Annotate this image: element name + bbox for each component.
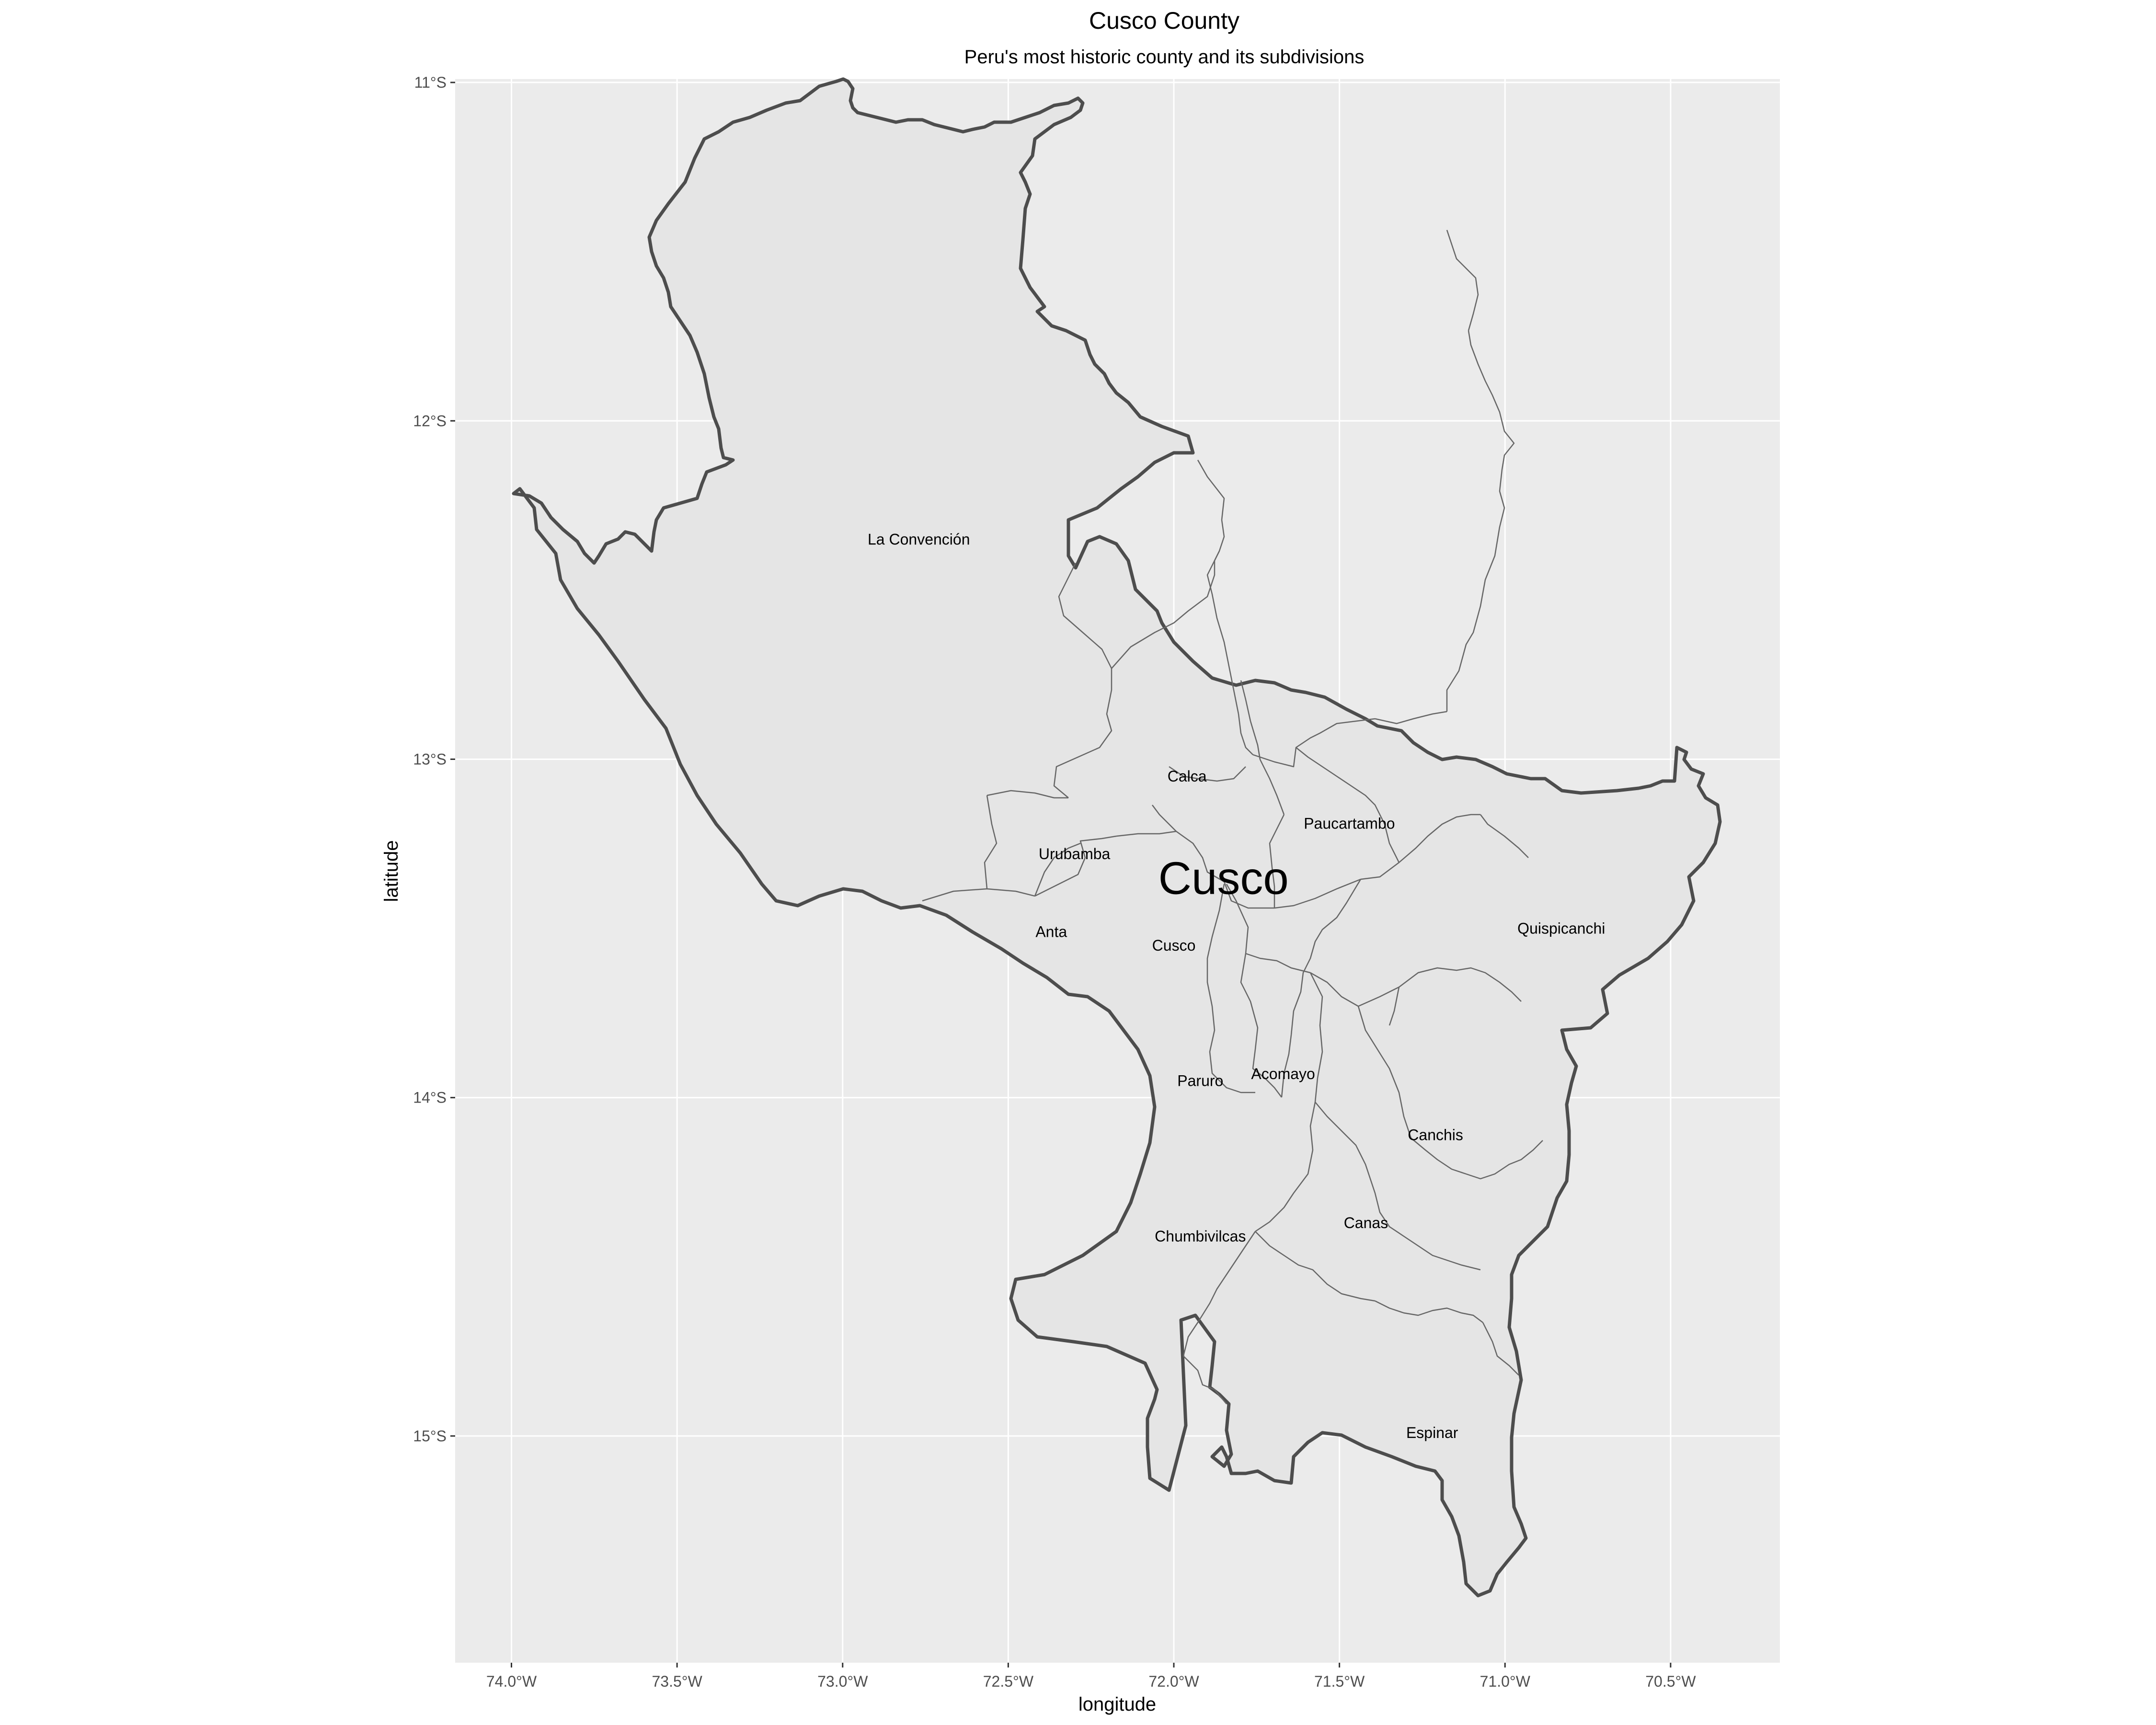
province-border-line [1357, 1006, 1412, 1138]
province-border-line [1255, 972, 1323, 1232]
province-border-line [1252, 718, 1376, 768]
y-tick-label: 14°S [413, 1089, 447, 1106]
province-border-line [1375, 711, 1447, 724]
map-layer [512, 77, 1722, 1598]
y-axis: 11°S 12°S 13°S 14°S 15°S [413, 74, 455, 1445]
map-labels: La Convención Calca Paucartambo Urubamba Qui… [868, 530, 1605, 1441]
province-border-line [1169, 766, 1198, 780]
province-border-line [1281, 879, 1362, 1098]
province-border-line [1053, 668, 1112, 798]
province-border-line [1034, 842, 1081, 897]
province-border-line [1446, 230, 1479, 331]
province-label: Chumbivilcas [1155, 1228, 1246, 1245]
province-border-line [1206, 551, 1239, 714]
province-label: Acomayo [1251, 1065, 1315, 1082]
province-label: Quispicanchi [1517, 920, 1605, 937]
province-border-line [1315, 1102, 1481, 1271]
province-label: Cusco [1152, 937, 1196, 954]
province-border-line [1206, 884, 1255, 1093]
province-border-line [1480, 814, 1529, 858]
province-border-line [1446, 330, 1515, 712]
province-border-line [1111, 519, 1225, 669]
cusco-region-shape [512, 77, 1722, 1598]
province-border-line [1182, 1231, 1256, 1357]
y-axis-title: latitude [381, 840, 402, 902]
x-tick-label: 72.5°W [983, 1673, 1034, 1690]
region-label: Cusco [1158, 853, 1289, 904]
province-border-line [1226, 884, 1249, 954]
province-border-line [986, 790, 1068, 799]
province-border-line [1116, 830, 1177, 837]
province-border-line [1223, 878, 1361, 909]
map-subtitle: Peru's most historic county and its subd… [964, 46, 1365, 68]
x-axis-title: longitude [1078, 1694, 1156, 1715]
province-border-line [1296, 747, 1400, 863]
x-tick-label: 72.0°W [1148, 1673, 1199, 1690]
x-tick-label: 71.0°W [1480, 1673, 1531, 1690]
province-label: Canas [1344, 1214, 1388, 1231]
province-label: Canchis [1408, 1126, 1463, 1143]
province-border-line [1197, 460, 1225, 520]
province-border-line [1255, 1231, 1376, 1302]
province-border-line [1197, 766, 1246, 782]
province-border-line [1375, 1300, 1483, 1323]
x-tick-label: 71.5°W [1314, 1673, 1365, 1690]
province-border-line [1240, 680, 1251, 722]
province-border-line [1259, 759, 1285, 815]
province-label: La Convención [868, 530, 970, 548]
province-label: Anta [1035, 923, 1067, 941]
province-border-line [1152, 805, 1177, 832]
province-borders [922, 230, 1543, 1404]
province-label: Espinar [1406, 1424, 1458, 1441]
province-border-line [1034, 835, 1117, 897]
province-border-line [1482, 1322, 1519, 1376]
province-border-line [1058, 563, 1112, 669]
y-tick-label: 13°S [413, 750, 447, 768]
y-tick-label: 15°S [413, 1427, 447, 1445]
x-axis: 74.0°W 73.5°W 73.0°W 72.5°W 72.0°W 71.5°W 71.0… [486, 1663, 1696, 1690]
x-tick-label: 70.5°W [1645, 1673, 1696, 1690]
province-border-line [1250, 721, 1261, 760]
province-border-line [1240, 953, 1282, 1098]
province-border-line [1238, 713, 1253, 755]
province-border-line [1388, 987, 1400, 1026]
province-border-line [1399, 967, 1522, 1002]
province-border-line [1310, 972, 1359, 1007]
province-border-line [1360, 814, 1480, 880]
province-border-line [1183, 1356, 1227, 1404]
y-tick-label: 11°S [414, 74, 447, 91]
province-border-line [1411, 1138, 1543, 1180]
x-tick-label: 73.5°W [652, 1673, 702, 1690]
province-border-line [1176, 830, 1225, 883]
province-label: Paucartambo [1304, 815, 1395, 832]
map-title: Cusco County [1089, 7, 1239, 34]
province-border-line [1269, 814, 1285, 908]
province-border-line [1358, 986, 1399, 1007]
province-border-line [1245, 953, 1311, 974]
y-tick-label: 12°S [413, 412, 447, 429]
province-border-line [984, 795, 998, 889]
province-label: Urubamba [1039, 845, 1111, 862]
province-label: Calca [1168, 768, 1207, 785]
x-tick-label: 74.0°W [486, 1673, 537, 1690]
x-tick-label: 73.0°W [817, 1673, 868, 1690]
province-label: Paruro [1177, 1072, 1223, 1089]
